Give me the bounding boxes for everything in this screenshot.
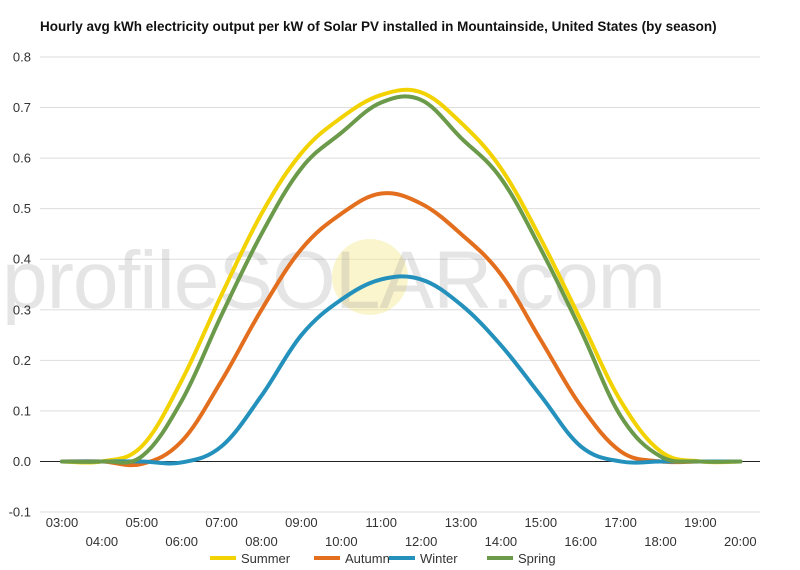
x-tick-label: 06:00 <box>165 534 198 549</box>
chart-title: Hourly avg kWh electricity output per kW… <box>40 19 717 34</box>
x-tick-label: 11:00 <box>365 515 397 530</box>
y-tick-label: 0.7 <box>13 100 31 115</box>
legend-label-summer: Summer <box>241 551 291 566</box>
y-tick-label: 0.6 <box>13 151 31 166</box>
series-layer <box>60 87 743 468</box>
x-tick-label: 04:00 <box>86 534 119 549</box>
x-tick-label: 07:00 <box>205 515 238 530</box>
x-tick-label: 17:00 <box>604 515 637 530</box>
x-tick-label: 05:00 <box>126 515 159 530</box>
x-tick-label: 20:00 <box>724 534 757 549</box>
y-tick-label: 0.8 <box>13 50 31 65</box>
legend: Summer Autumn Winter Spring <box>210 551 556 566</box>
series-line-autumn <box>60 191 743 468</box>
watermark-text: profileSOLAR.com <box>2 235 665 326</box>
legend-label-autumn: Autumn <box>345 551 390 566</box>
y-tick-label: 0.0 <box>13 454 31 469</box>
x-tick-label: 08:00 <box>245 534 278 549</box>
y-tick-label: 0.2 <box>13 353 31 368</box>
legend-label-winter: Winter <box>420 551 458 566</box>
series-line-winter <box>60 274 743 466</box>
x-tick-label: 15:00 <box>525 515 558 530</box>
series-line-summer <box>60 87 743 465</box>
y-tick-label: 0.5 <box>13 201 31 216</box>
series-line-spring <box>60 94 743 465</box>
x-tick-label: 14:00 <box>485 534 518 549</box>
y-tick-label: -0.1 <box>9 505 31 520</box>
grid-layer <box>40 56 760 513</box>
x-tick-label: 12:00 <box>405 534 438 549</box>
x-tick-label: 16:00 <box>564 534 597 549</box>
x-tick-label: 19:00 <box>684 515 717 530</box>
watermark-sun-icon <box>332 239 408 315</box>
y-tick-label: 0.4 <box>13 252 31 267</box>
x-tick-label: 13:00 <box>445 515 478 530</box>
watermark-layer: profileSOLAR.com <box>2 235 666 326</box>
x-tick-label: 10:00 <box>325 534 358 549</box>
x-tick-label: 03:00 <box>46 515 79 530</box>
x-tick-label: 18:00 <box>644 534 677 549</box>
y-tick-label: 0.1 <box>13 403 31 418</box>
y-tick-label: 0.3 <box>13 302 31 317</box>
axis-layer: 0.8 0.7 0.6 0.5 0.4 0.3 0.2 0.1 0.0 -0.1 03:00 04:0… <box>9 50 760 549</box>
legend-label-spring: Spring <box>518 551 556 566</box>
x-tick-label: 09:00 <box>285 515 318 530</box>
